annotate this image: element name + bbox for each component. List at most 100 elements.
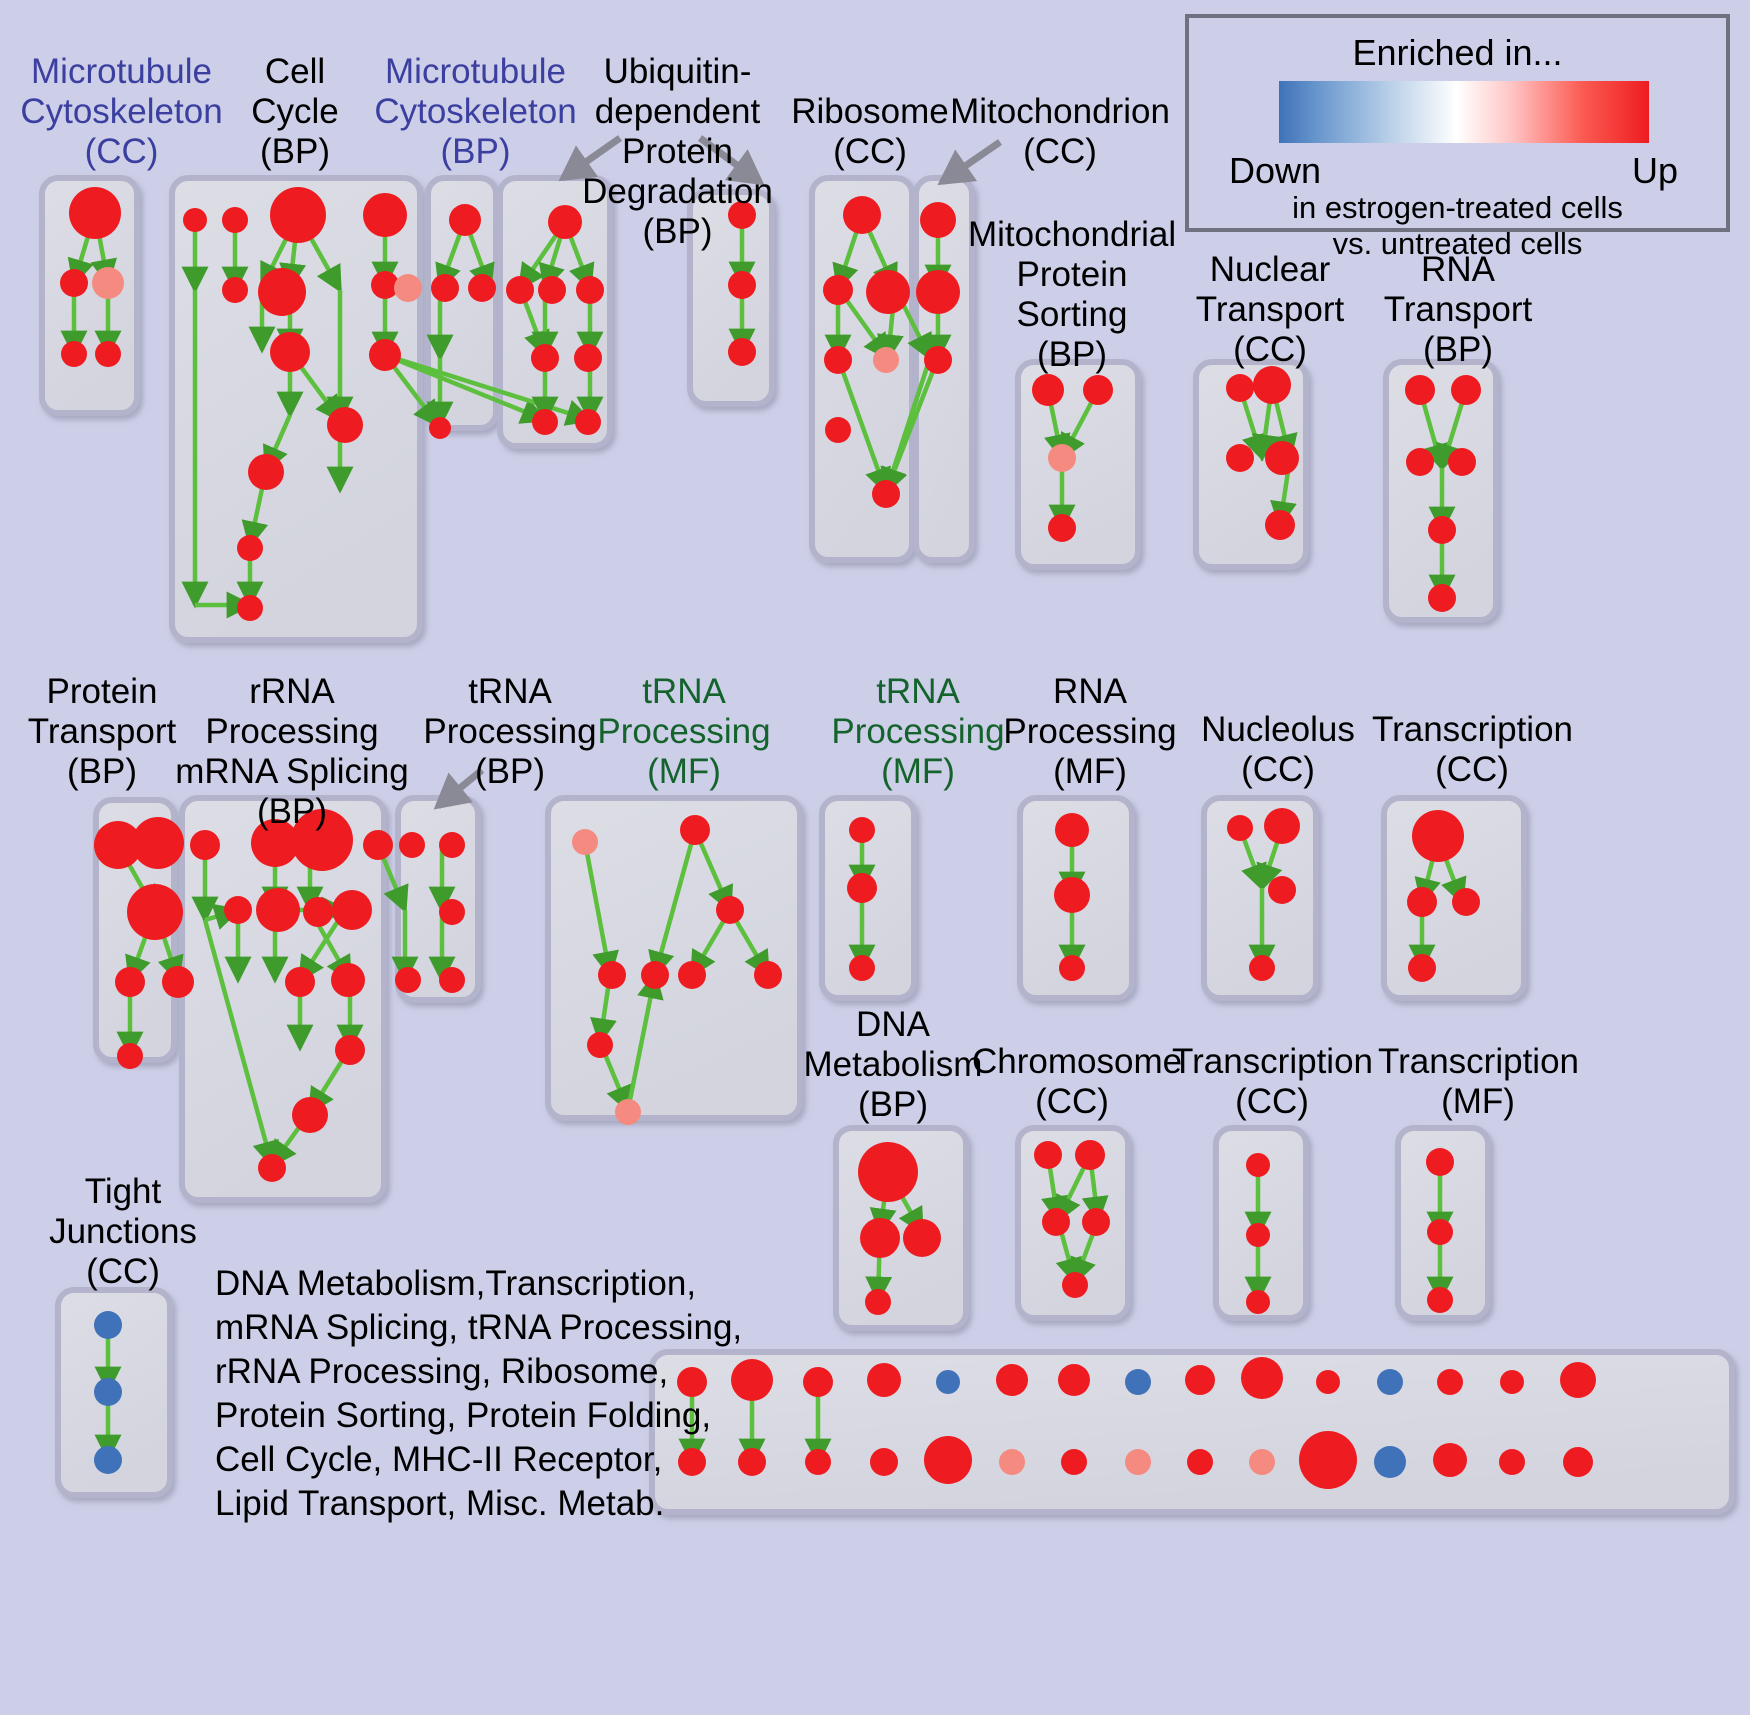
gene-node xyxy=(615,1099,641,1125)
gene-node xyxy=(1427,1287,1453,1313)
gene-node xyxy=(1246,1153,1270,1177)
gene-node xyxy=(574,344,602,372)
gene-node xyxy=(1246,1223,1270,1247)
gene-node xyxy=(572,829,598,855)
gene-node xyxy=(1264,808,1300,844)
gene-node xyxy=(825,417,851,443)
gene-node xyxy=(1042,1208,1070,1236)
gene-node xyxy=(224,896,252,924)
gene-node xyxy=(327,407,363,443)
gene-node xyxy=(823,275,853,305)
gene-node xyxy=(1412,810,1464,862)
cluster-label-chromosome-cc: Chromosome (CC) xyxy=(972,1042,1183,1121)
gene-node xyxy=(576,276,604,304)
gene-node xyxy=(728,338,756,366)
gene-node xyxy=(1054,877,1090,913)
gene-node xyxy=(936,1370,960,1394)
gene-node xyxy=(716,896,744,924)
gene-node xyxy=(291,809,353,871)
gene-node xyxy=(270,187,326,243)
gene-node xyxy=(1125,1449,1151,1475)
arrow-to-mitochondrion xyxy=(937,139,1002,186)
gene-node xyxy=(641,961,669,989)
gene-node xyxy=(429,417,451,439)
gene-node xyxy=(1082,1208,1110,1236)
gene-node xyxy=(587,1032,613,1058)
gene-node xyxy=(1246,1290,1270,1314)
legend-panel: Enriched in... Down Up in estrogen-treat… xyxy=(1185,14,1730,261)
legend-up-label: Up xyxy=(1631,150,1678,191)
gene-node xyxy=(728,201,756,229)
gene-node xyxy=(94,821,142,869)
gene-node xyxy=(731,1359,773,1401)
gene-node xyxy=(1048,514,1076,542)
gene-node xyxy=(872,480,900,508)
cluster-label-dna-metabolism-bp: DNA Metabolism (BP) xyxy=(803,1005,983,1124)
cluster-label-trna-processing-mf-1: tRNA Processing (MF) xyxy=(597,672,771,791)
gene-node xyxy=(431,274,459,302)
legend-down-label: Down xyxy=(1229,150,1322,191)
gene-node xyxy=(127,884,183,940)
gene-node xyxy=(920,202,956,238)
gene-node xyxy=(860,1218,900,1258)
gene-node xyxy=(468,274,496,302)
gene-node xyxy=(1560,1362,1596,1398)
gene-node xyxy=(996,1364,1028,1396)
arrow-to-ubiquitin xyxy=(697,135,765,186)
gene-node xyxy=(439,832,465,858)
gene-node xyxy=(1426,1148,1454,1176)
gene-node xyxy=(69,187,121,239)
arrow-to-microtubule-bp xyxy=(558,135,623,182)
gene-node xyxy=(870,1448,898,1476)
cluster-ribosome xyxy=(809,175,915,563)
cluster-label-nuclear-transport-cc: Nuclear Transport (CC) xyxy=(1195,250,1345,369)
gene-node xyxy=(399,832,425,858)
gene-node xyxy=(94,1446,122,1474)
gene-node xyxy=(843,196,881,234)
gene-node xyxy=(394,274,422,302)
cluster-label-protein-transport-bp: Protein Transport (BP) xyxy=(27,672,177,791)
gene-node xyxy=(183,208,207,232)
gene-node xyxy=(1249,1449,1275,1475)
gene-node xyxy=(190,830,220,860)
cluster-label-tight-junctions-cc: Tight Junctions (CC) xyxy=(49,1172,197,1291)
gene-node xyxy=(1249,955,1275,981)
gene-node xyxy=(738,1448,766,1476)
gene-node xyxy=(506,276,534,304)
gene-node xyxy=(680,815,710,845)
gene-node xyxy=(532,409,558,435)
gene-node xyxy=(1427,1219,1453,1245)
gene-node xyxy=(1563,1447,1593,1477)
gene-node xyxy=(303,897,333,927)
gene-node xyxy=(1034,1141,1062,1169)
edge xyxy=(582,841,619,979)
gene-node xyxy=(531,344,559,372)
gene-node xyxy=(849,817,875,843)
gene-node xyxy=(1226,374,1254,402)
gene-node xyxy=(331,963,365,997)
cluster-label-cell-cycle-bp: Cell Cycle (BP) xyxy=(251,52,339,171)
gene-node xyxy=(61,341,87,367)
cluster-ubiquitin-left xyxy=(497,175,613,449)
gene-node xyxy=(548,205,582,239)
gene-node xyxy=(335,1035,365,1065)
gene-node xyxy=(598,961,626,989)
gene-node xyxy=(1406,448,1434,476)
gene-node xyxy=(824,346,852,374)
gene-node xyxy=(1407,887,1437,917)
gene-node xyxy=(754,961,782,989)
gene-node xyxy=(258,1154,286,1182)
cluster-label-ubiquitin-dependent-protein-degradation-bp: Ubiquitin- dependent Protein Degradation… xyxy=(582,52,773,251)
edge xyxy=(648,829,698,979)
cluster-label-ribosome-cc: Ribosome (CC) xyxy=(791,92,949,171)
cluster-label-microtubule-cytoskeleton-bp: Microtubule Cytoskeleton (BP) xyxy=(374,52,577,171)
edge xyxy=(384,352,549,424)
cluster-label-transcription-mf: Transcription (MF) xyxy=(1378,1042,1579,1121)
gene-node xyxy=(117,1043,143,1069)
misc-category-note: DNA Metabolism,Transcription, mRNA Splic… xyxy=(215,1264,743,1523)
gene-node xyxy=(867,1363,901,1397)
gene-node xyxy=(873,347,899,373)
gene-node xyxy=(1428,516,1456,544)
nodes-layer xyxy=(60,187,1596,1489)
